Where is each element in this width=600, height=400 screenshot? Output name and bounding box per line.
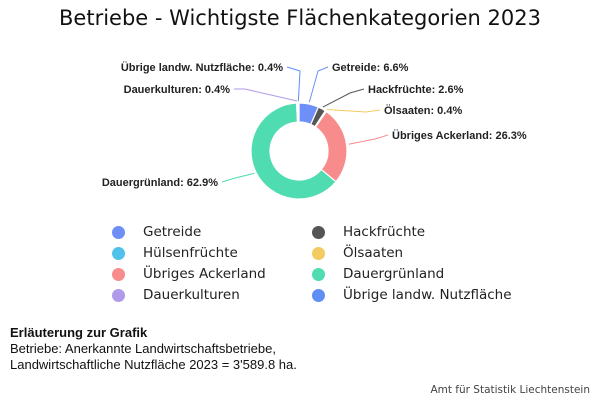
slice-übrige-landw-nutzfläche[interactable] [297, 102, 300, 123]
data-label: Dauergrünland: 62.9% [102, 177, 218, 189]
slice-dauergrünland[interactable] [250, 102, 337, 200]
leader-line [348, 134, 389, 145]
legend-item[interactable]: Übriges Ackerland [112, 264, 312, 284]
legend-swatch [112, 288, 125, 302]
data-label: Dauerkulturen: 0.4% [124, 84, 231, 96]
donut-chart: Getreide: 6.6% Hackfrüchte: 2.6% Ölsaaten:… [102, 61, 527, 200]
legend-label: Hackfrüchte [343, 224, 426, 240]
chart-note: Erläuterung zur Grafik Betriebe: Anerkan… [10, 325, 297, 373]
legend-label: Übriges Ackerland [143, 266, 266, 282]
note-line-2: Landwirtschaftliche Nutzfläche 2023 = 3'… [10, 357, 297, 372]
leader-line [286, 66, 301, 102]
note-line-1: Betriebe: Anerkannte Landwirtschaftsbetr… [10, 341, 276, 356]
chart-legend: Getreide Hackfrüchte Hülsenfrüchte Ölsaaten… [112, 222, 532, 305]
legend-swatch [312, 267, 325, 281]
leader-line [234, 88, 298, 102]
data-label: Getreide: 6.6% [332, 62, 409, 74]
legend-item[interactable]: Ölsaaten [312, 243, 512, 263]
leader-line [322, 88, 365, 108]
data-label: Hackfrüchte: 2.6% [368, 84, 464, 96]
chart-title: Betriebe - Wichtigste Flächenkategorien … [59, 6, 541, 30]
legend-label: Dauerkulturen [143, 287, 240, 303]
legend-swatch [112, 246, 125, 260]
leader-line [221, 172, 255, 183]
note-heading: Erläuterung zur Grafik [10, 325, 148, 340]
data-label: Übrige landw. Nutzfläche: 0.4% [121, 61, 283, 74]
legend-item[interactable]: Hülsenfrüchte [112, 243, 312, 263]
legend-label: Übrige landw. Nutzfläche [343, 287, 512, 303]
legend-swatch [312, 288, 325, 302]
data-label: Übriges Ackerland: 26.3% [392, 129, 527, 142]
leader-line [326, 109, 381, 113]
legend-label: Getreide [143, 224, 202, 240]
legend-swatch [312, 225, 325, 239]
data-label: Ölsaaten: 0.4% [384, 104, 462, 117]
legend-swatch [312, 246, 325, 260]
legend-item[interactable]: Hackfrüchte [312, 222, 512, 242]
legend-item[interactable]: Getreide [112, 222, 312, 242]
legend-label: Hülsenfrüchte [143, 245, 238, 261]
legend-label: Ölsaaten [343, 245, 404, 261]
legend-item[interactable]: Übrige landw. Nutzfläche [312, 285, 512, 305]
legend-item[interactable]: Dauerkulturen [112, 285, 312, 305]
leader-line [308, 66, 329, 103]
legend-swatch [112, 225, 125, 239]
source-credit: Amt für Statistik Liechtenstein [430, 384, 590, 396]
legend-label: Dauergrünland [343, 266, 445, 282]
legend-item[interactable]: Dauergrünland [312, 264, 512, 284]
legend-swatch [112, 267, 125, 281]
